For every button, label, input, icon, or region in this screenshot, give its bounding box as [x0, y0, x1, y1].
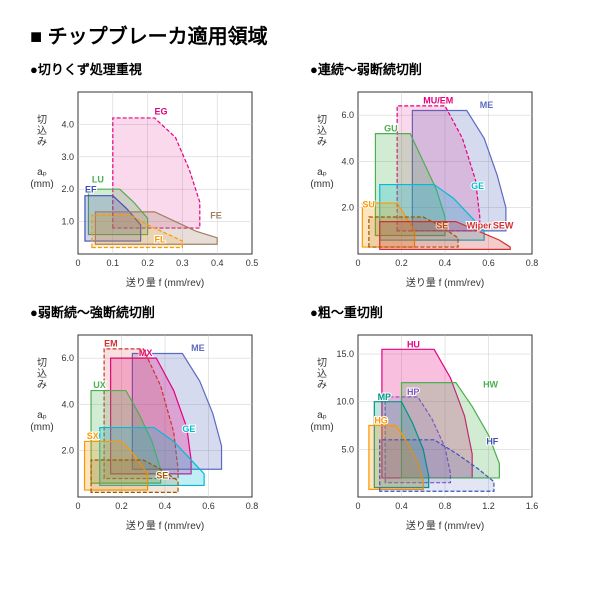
svg-text:0.2: 0.2 [395, 258, 408, 268]
y-axis-label: aₚ [317, 167, 327, 178]
region-label: HW [483, 379, 498, 389]
y-axis-label: 切込み [317, 357, 327, 391]
y-axis-label: (mm) [30, 179, 53, 190]
y-axis-label: aₚ [37, 410, 47, 421]
region-label: GE [471, 181, 484, 191]
region-label: ME [191, 343, 205, 353]
region-label: ME [480, 100, 494, 110]
svg-text:0.6: 0.6 [202, 501, 215, 511]
y-axis-label: 切込み [37, 114, 47, 148]
region-label: HU [407, 339, 420, 349]
svg-text:3.0: 3.0 [61, 152, 74, 162]
region-label: SEW [493, 221, 514, 231]
svg-text:1.6: 1.6 [526, 501, 539, 511]
svg-text:0.4: 0.4 [395, 501, 408, 511]
chart-panel: ●弱断続～強断続切削00.20.40.60.82.04.06.0MEMXEMUX… [30, 302, 290, 535]
panel-title: ●連続～弱断続切削 [310, 59, 570, 78]
svg-text:2.0: 2.0 [61, 184, 74, 194]
svg-text:0.4: 0.4 [159, 501, 172, 511]
y-axis-label: 切込み [317, 114, 327, 148]
svg-text:0.6: 0.6 [482, 258, 495, 268]
panel-title: ●粗～重切削 [310, 302, 570, 321]
svg-text:4.0: 4.0 [61, 119, 74, 129]
region-label: GU [384, 123, 398, 133]
y-axis-label: aₚ [317, 410, 327, 421]
svg-text:6.0: 6.0 [341, 110, 354, 120]
region-label: EM [104, 339, 118, 349]
panel-title: ●切りくず処理重視 [30, 59, 290, 78]
svg-text:0: 0 [75, 501, 80, 511]
svg-text:0.4: 0.4 [439, 258, 452, 268]
svg-text:4.0: 4.0 [341, 156, 354, 166]
region-label: FL [155, 235, 166, 245]
panel-title: ●弱断続～強断続切削 [30, 302, 290, 321]
svg-text:0: 0 [355, 258, 360, 268]
y-axis-label: (mm) [30, 422, 53, 433]
region-label: HG [374, 416, 388, 426]
svg-text:15.0: 15.0 [336, 349, 354, 359]
region-label: SX [87, 431, 99, 441]
y-axis-label: aₚ [37, 167, 47, 178]
svg-text:1.2: 1.2 [482, 501, 495, 511]
region-label: UX [93, 380, 106, 390]
region-label: HF [486, 437, 498, 447]
y-axis-label: (mm) [310, 422, 333, 433]
y-axis-label: 切込み [37, 357, 47, 391]
region-label: FE [210, 210, 222, 220]
svg-text:0: 0 [75, 258, 80, 268]
svg-text:0.4: 0.4 [211, 258, 224, 268]
chart-panel: ●粗～重切削 0 0.4 0.8 1.2 1.6 5.0 10.0 15.0 HU HW HP MP HG… [310, 302, 570, 535]
svg-text:0.5: 0.5 [246, 258, 259, 268]
svg-text:0: 0 [355, 501, 360, 511]
svg-text:0.8: 0.8 [246, 501, 259, 511]
region-label: HP [407, 387, 420, 397]
svg-text:0.1: 0.1 [107, 258, 120, 268]
region-label: MP [378, 392, 392, 402]
svg-text:10.0: 10.0 [336, 397, 354, 407]
x-axis-label: 送り量 f (mm/rev) [126, 276, 204, 289]
x-axis-label: 送り量 f (mm/rev) [406, 276, 484, 289]
chart-grid: ●切りくず処理重視 0 0.1 0.2 0.3 0.4 0.5 1.0 2.0 3.0 4.0 EG L… [30, 59, 570, 535]
svg-text:0.8: 0.8 [439, 501, 452, 511]
svg-text:4.0: 4.0 [61, 399, 74, 409]
svg-text:2.0: 2.0 [341, 203, 354, 213]
chart-panel: ●切りくず処理重視 0 0.1 0.2 0.3 0.4 0.5 1.0 2.0 3.0 4.0 EG L… [30, 59, 290, 292]
svg-text:0.8: 0.8 [526, 258, 539, 268]
x-axis-label: 送り量 f (mm/rev) [126, 519, 204, 532]
svg-text:Wiper: Wiper [467, 221, 492, 231]
region-label: GE [182, 424, 195, 434]
main-title: ■ チップブレーカ適用領域 [30, 20, 570, 49]
svg-text:6.0: 6.0 [61, 353, 74, 363]
y-axis-label: (mm) [310, 179, 333, 190]
svg-text:1.0: 1.0 [61, 217, 74, 227]
region-label: MU/EM [423, 96, 453, 106]
svg-text:0.2: 0.2 [115, 501, 128, 511]
chart-panel: ●連続～弱断続切削 0 0.2 0.4 0.6 0.8 2.0 4.0 6.0 ME MU/EM GU… [310, 59, 570, 292]
svg-text:0.3: 0.3 [176, 258, 189, 268]
region-label: SE [156, 470, 168, 480]
x-axis-label: 送り量 f (mm/rev) [406, 519, 484, 532]
region-label: SU [362, 200, 375, 210]
region-label: EF [85, 184, 97, 194]
region-label: LU [92, 175, 104, 185]
svg-text:0.2: 0.2 [141, 258, 154, 268]
svg-text:2.0: 2.0 [61, 446, 74, 456]
svg-text:5.0: 5.0 [341, 444, 354, 454]
region-label: EG [155, 107, 168, 117]
